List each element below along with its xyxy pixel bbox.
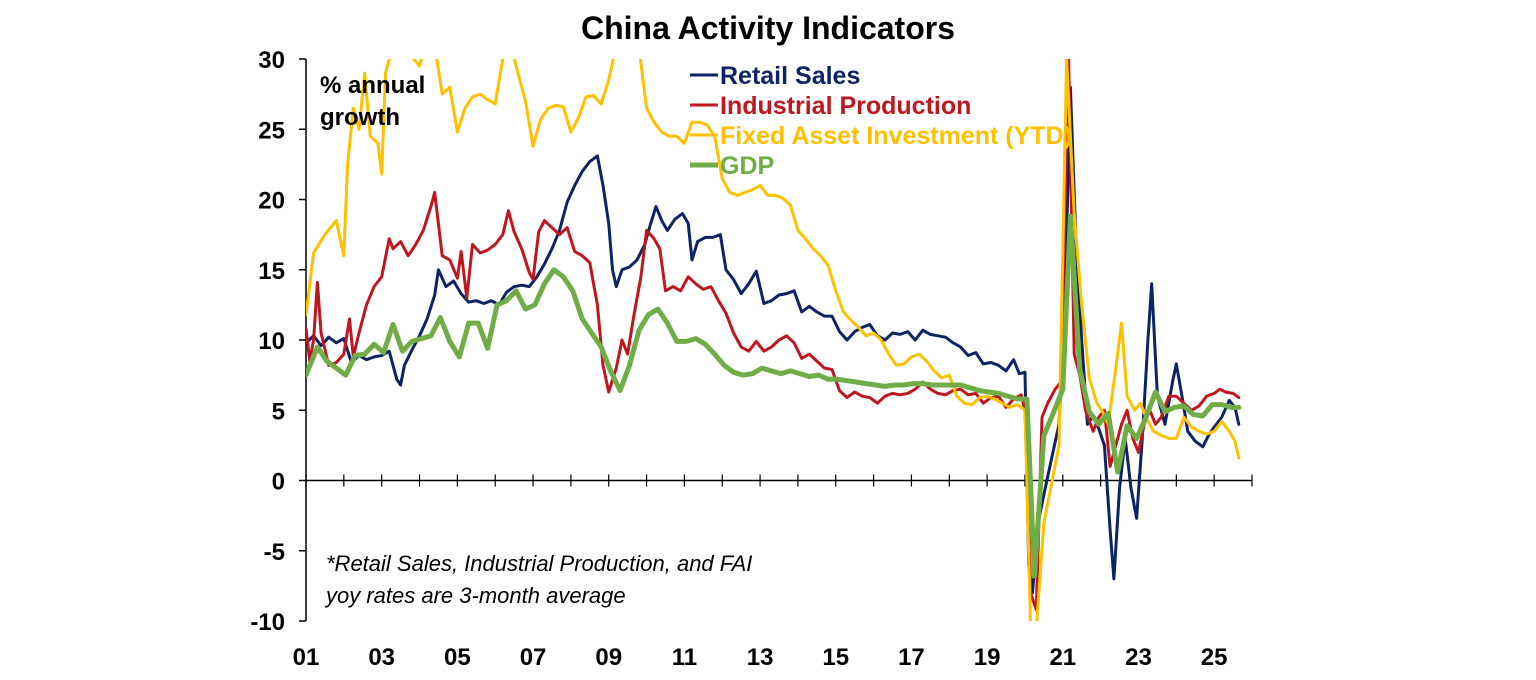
x-tick-label: 05: [444, 644, 471, 671]
x-tick-label: 01: [293, 644, 320, 671]
legend-label: Industrial Production: [720, 92, 971, 120]
unit-label-line-2: growth: [320, 104, 400, 131]
chart-title: China Activity Indicators: [581, 10, 955, 46]
x-tick-label: 11: [672, 644, 697, 671]
x-tick-label: 09: [595, 644, 622, 671]
x-tick-label: 07: [520, 644, 547, 671]
x-tick-label: 23: [1125, 644, 1152, 671]
legend-label: Fixed Asset Investment (YTD): [720, 122, 1072, 150]
x-tick-label: 21: [1049, 644, 1076, 671]
x-tick-label: 13: [747, 644, 774, 671]
unit-label-line-1: % annual: [320, 72, 425, 99]
y-tick-label: 0: [272, 469, 285, 496]
x-axis-ticks: 01 03 05 07 09 11 13 15 17 19 21 23 25: [293, 474, 1253, 671]
x-tick-label: 15: [822, 644, 849, 671]
y-tick-label: -5: [264, 539, 285, 566]
x-tick-label: 25: [1201, 644, 1228, 671]
y-tick-label: 15: [258, 258, 285, 285]
y-axis-ticks: 30 25 20 15 10 5 0 -5 -10: [250, 47, 306, 636]
x-tick-label: 17: [898, 644, 925, 671]
series-line-fixed-asset-investment-ytd: [306, 59, 1241, 621]
series-line-gdp: [306, 213, 1242, 579]
series-line-industrial-production: [306, 59, 1241, 612]
y-tick-label: 5: [272, 398, 285, 425]
y-tick-label: 25: [258, 117, 285, 144]
y-tick-label: 10: [258, 328, 285, 355]
x-tick-label: 03: [368, 644, 395, 671]
series-layer: [306, 59, 1242, 621]
footnote-line-1: *Retail Sales, Industrial Production, an…: [326, 551, 752, 576]
legend-label: Retail Sales: [720, 62, 860, 90]
series-line-retail-sales: [306, 85, 1241, 595]
x-tick-label: 19: [974, 644, 1001, 671]
y-tick-label: 20: [258, 188, 285, 215]
legend-label: GDP: [720, 152, 774, 180]
footnote-line-2: yoy rates are 3-month average: [324, 583, 626, 608]
y-tick-label: 30: [258, 47, 285, 74]
y-tick-label: -10: [250, 609, 285, 636]
